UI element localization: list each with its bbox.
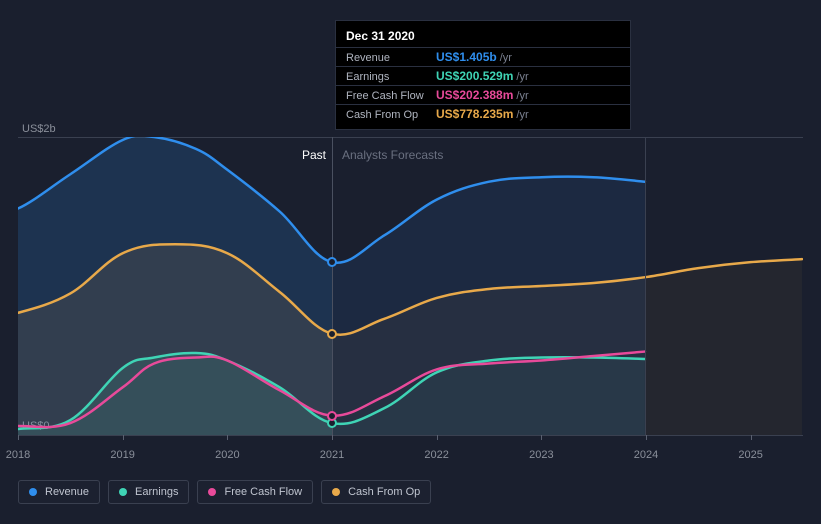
x-tick: [123, 435, 124, 440]
x-tick: [332, 435, 333, 440]
tooltip-row-value: US$778.235m: [436, 107, 513, 121]
legend-dot-icon: [208, 488, 216, 496]
chart-plot: [18, 137, 803, 435]
legend-label: Earnings: [135, 486, 178, 498]
tooltip-row: RevenueUS$1.405b/yr: [336, 47, 630, 66]
tooltip-row: Cash From OpUS$778.235m/yr: [336, 104, 630, 123]
chart-legend: Revenue Earnings Free Cash Flow Cash From O…: [18, 480, 431, 504]
x-axis-label: 2022: [424, 449, 448, 461]
x-tick: [751, 435, 752, 440]
series-marker: [327, 411, 337, 421]
legend-item[interactable]: Earnings: [108, 480, 189, 504]
x-axis-label: 2023: [529, 449, 553, 461]
past-forecast-divider: [332, 137, 333, 435]
legend-item[interactable]: Revenue: [18, 480, 100, 504]
tooltip-date: Dec 31 2020: [336, 27, 630, 47]
tooltip-row: EarningsUS$200.529m/yr: [336, 66, 630, 85]
tooltip-row-label: Free Cash Flow: [346, 90, 436, 102]
x-axis-label: 2024: [634, 449, 658, 461]
x-axis-label: 2019: [110, 449, 134, 461]
legend-item[interactable]: Cash From Op: [321, 480, 431, 504]
tooltip-row-value: US$1.405b: [436, 50, 497, 64]
x-tick: [18, 435, 19, 440]
series-marker: [327, 257, 337, 267]
forecast-end-line: [645, 137, 646, 435]
y-axis-label-top: US$2b: [22, 123, 56, 135]
series-marker: [327, 329, 337, 339]
chart-tooltip: Dec 31 2020 RevenueUS$1.405b/yrEarningsU…: [335, 20, 631, 130]
legend-dot-icon: [29, 488, 37, 496]
legend-item[interactable]: Free Cash Flow: [197, 480, 313, 504]
tooltip-row-suffix: /yr: [516, 109, 528, 121]
x-axis-label: 2021: [320, 449, 344, 461]
legend-dot-icon: [332, 488, 340, 496]
tooltip-row-suffix: /yr: [516, 90, 528, 102]
x-tick: [646, 435, 647, 440]
tooltip-row-label: Revenue: [346, 52, 436, 64]
legend-dot-icon: [119, 488, 127, 496]
x-axis-label: 2018: [6, 449, 30, 461]
x-tick: [541, 435, 542, 440]
tooltip-row-suffix: /yr: [516, 71, 528, 83]
x-tick: [437, 435, 438, 440]
tooltip-row-value: US$202.388m: [436, 88, 513, 102]
tooltip-row-label: Cash From Op: [346, 109, 436, 121]
x-axis-line: [18, 435, 803, 436]
tooltip-row-label: Earnings: [346, 71, 436, 83]
legend-label: Revenue: [45, 486, 89, 498]
x-axis-label: 2020: [215, 449, 239, 461]
legend-label: Free Cash Flow: [224, 486, 302, 498]
x-tick: [227, 435, 228, 440]
tooltip-row-value: US$200.529m: [436, 69, 513, 83]
x-axis-label: 2025: [738, 449, 762, 461]
tooltip-row: Free Cash FlowUS$202.388m/yr: [336, 85, 630, 104]
tooltip-row-suffix: /yr: [500, 52, 512, 64]
past-section-label: Past: [302, 148, 326, 162]
legend-label: Cash From Op: [348, 486, 420, 498]
forecast-section-label: Analysts Forecasts: [342, 148, 443, 162]
